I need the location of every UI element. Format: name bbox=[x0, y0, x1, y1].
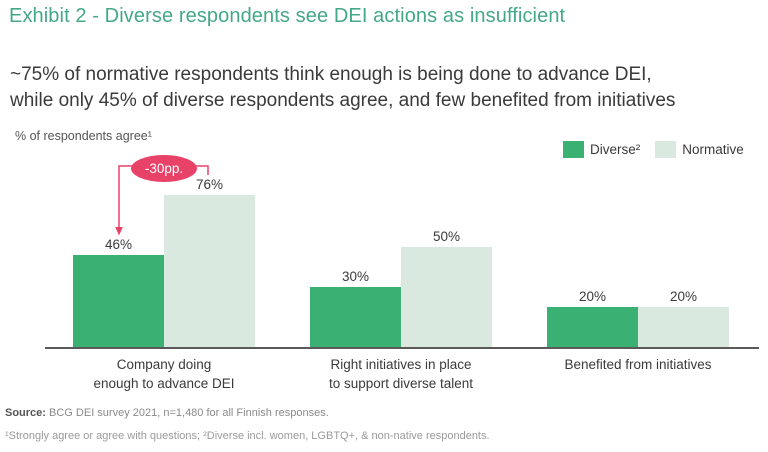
category-label-1: Right initiatives in place to support div… bbox=[328, 357, 474, 391]
bar-value-label-normative-1: 50% bbox=[432, 229, 461, 244]
bar-group-2: 20% 20% Benefited from initiatives bbox=[547, 147, 729, 372]
bar-normative-1 bbox=[401, 247, 492, 347]
axis-unit-note: % of respondents agree¹ bbox=[15, 129, 152, 143]
bar-group-1: 30% 50% Right initiatives in place to suppo… bbox=[310, 147, 492, 391]
category-label-0: Company doing enough to advance DEI bbox=[93, 357, 235, 391]
legend-swatch-normative bbox=[655, 141, 677, 158]
plot-area: 46% 76% Company doing enough to advance DEI… bbox=[45, 147, 759, 391]
bar-normative-2 bbox=[638, 307, 729, 347]
bar-value-label-diverse-2: 20% bbox=[578, 289, 607, 304]
key-message: ~75% of normative respondents think enou… bbox=[10, 62, 675, 114]
bar-value-label-diverse-0: 46% bbox=[104, 237, 133, 252]
legend-label-normative: Normative bbox=[682, 142, 744, 157]
legend-label-diverse: Diverse² bbox=[590, 142, 641, 157]
bar-value-label-diverse-1: 30% bbox=[341, 269, 370, 284]
exhibit-title: Exhibit 2 - Diverse respondents see DEI … bbox=[9, 5, 566, 27]
footnote: ¹Strongly agree or agree with questions;… bbox=[5, 430, 490, 442]
key-message-line-1: ~75% of normative respondents think enou… bbox=[10, 64, 652, 85]
legend-swatch-diverse bbox=[563, 141, 584, 158]
category-label-2: Benefited from initiatives bbox=[564, 357, 712, 372]
bar-diverse-1 bbox=[310, 287, 401, 347]
source-line: Source: BCG DEI survey 2021, n=1,480 for… bbox=[5, 407, 329, 419]
key-message-line-2: while only 45% of diverse respondents ag… bbox=[10, 90, 676, 111]
bar-diverse-2 bbox=[547, 307, 638, 347]
bar-normative-0 bbox=[164, 195, 255, 347]
bar-value-label-normative-2: 20% bbox=[669, 289, 698, 304]
bar-diverse-0 bbox=[73, 255, 164, 347]
legend-item-diverse: Diverse² bbox=[563, 141, 640, 158]
source-text: BCG DEI survey 2021, n=1,480 for all Fin… bbox=[45, 407, 329, 419]
bar-group-0: 46% 76% Company doing enough to advance DEI bbox=[73, 147, 255, 391]
source-prefix: Source: bbox=[5, 407, 46, 419]
annotation-label: -30pp. bbox=[144, 161, 184, 176]
x-axis-line bbox=[45, 347, 759, 349]
legend-item-normative: Normative bbox=[655, 141, 744, 158]
legend: Diverse² Normative bbox=[563, 141, 744, 158]
